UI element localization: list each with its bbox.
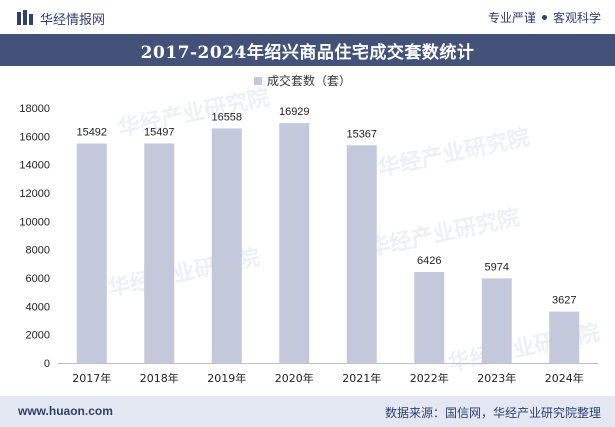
legend-label: 成交套数（套） [267,73,351,88]
x-tick-label: 2022年 [410,371,449,385]
data-label: 6426 [417,255,441,267]
y-tick-label: 18000 [19,103,50,115]
x-tick-label: 2024年 [545,371,584,385]
bar [144,143,175,363]
slogan-left: 专业严谨 [487,11,536,25]
x-tick-label: 2019年 [207,371,246,385]
watermark-text: 华经产业研究院 [366,204,522,261]
bar [346,145,377,363]
bar-chart: 华经产业研究院华经产业研究院华经产业研究院华经产业研究院华经产业研究院成交套数（… [19,73,601,385]
x-tick-label: 2021年 [342,371,381,385]
x-tick-label: 2023年 [477,371,516,385]
bar [76,143,107,363]
footer: www.huaon.com 数据来源：国信网，华经产业研究院整理 [0,396,615,427]
bar [279,123,310,363]
title-bar: 2017-2024年绍兴商品住宅成交套数统计 [0,34,615,66]
x-tick-label: 2018年 [140,371,179,385]
data-label: 15367 [346,128,377,140]
chart-title: 2017-2024年绍兴商品住宅成交套数统计 [140,42,475,63]
bar [211,128,242,363]
footer-source: 数据来源：国信网，华经产业研究院整理 [384,406,601,420]
data-label: 15497 [144,126,175,138]
watermark-text: 华经产业研究院 [376,124,532,181]
data-label: 16558 [211,111,242,123]
x-tick-label: 2020年 [275,371,314,385]
slogan-right: 客观科学 [552,11,601,25]
y-tick-label: 0 [44,358,50,370]
slogan-separator-dot-icon [541,15,547,20]
y-tick-label: 8000 [26,245,50,257]
slogan: 专业严谨 客观科学 [488,9,601,26]
top-bar: 华经情报网 专业严谨 客观科学 [0,0,615,34]
brand: 华经情报网 [16,8,105,28]
data-label: 3627 [552,295,576,307]
y-tick-label: 12000 [19,188,50,200]
bar [414,271,445,363]
y-tick-label: 14000 [19,160,50,172]
brand-logo-icon [17,10,33,25]
watermark-text: 华经产业研究院 [116,84,272,141]
bar [549,311,580,363]
y-tick-label: 16000 [19,131,50,143]
data-label: 16929 [279,106,310,118]
footer-website: www.huaon.com [18,404,113,418]
x-tick-label: 2017年 [72,371,111,385]
data-label: 15492 [76,127,107,139]
y-tick-label: 10000 [19,216,50,228]
legend-swatch [254,77,262,85]
bar [481,278,512,363]
y-tick-label: 4000 [26,301,50,313]
data-label: 5974 [485,261,509,273]
y-tick-label: 6000 [26,273,50,285]
brand-name: 华经情报网 [40,12,106,28]
y-tick-label: 2000 [26,330,50,342]
